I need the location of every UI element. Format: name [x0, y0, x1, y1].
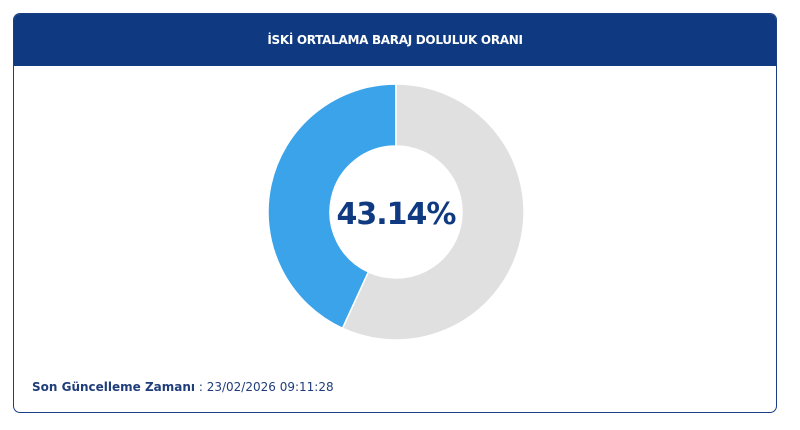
dam-fill-card: İSKİ ORTALAMA BARAJ DOLULUK ORANI Son Gü…	[13, 13, 777, 413]
slice-filled	[267, 83, 397, 330]
card-header: İSKİ ORTALAMA BARAJ DOLULUK ORANI	[14, 14, 776, 66]
last-update-separator: :	[195, 380, 207, 394]
last-update: Son Güncelleme Zamanı : 23/02/2026 09:11…	[32, 380, 334, 394]
card-title: İSKİ ORTALAMA BARAJ DOLULUK ORANI	[267, 33, 523, 47]
center-percentage: 43.14%	[337, 197, 457, 232]
slice-empty	[341, 83, 525, 341]
last-update-label: Son Güncelleme Zamanı	[32, 380, 196, 394]
last-update-value: 23/02/2026 09:11:28	[206, 380, 334, 394]
